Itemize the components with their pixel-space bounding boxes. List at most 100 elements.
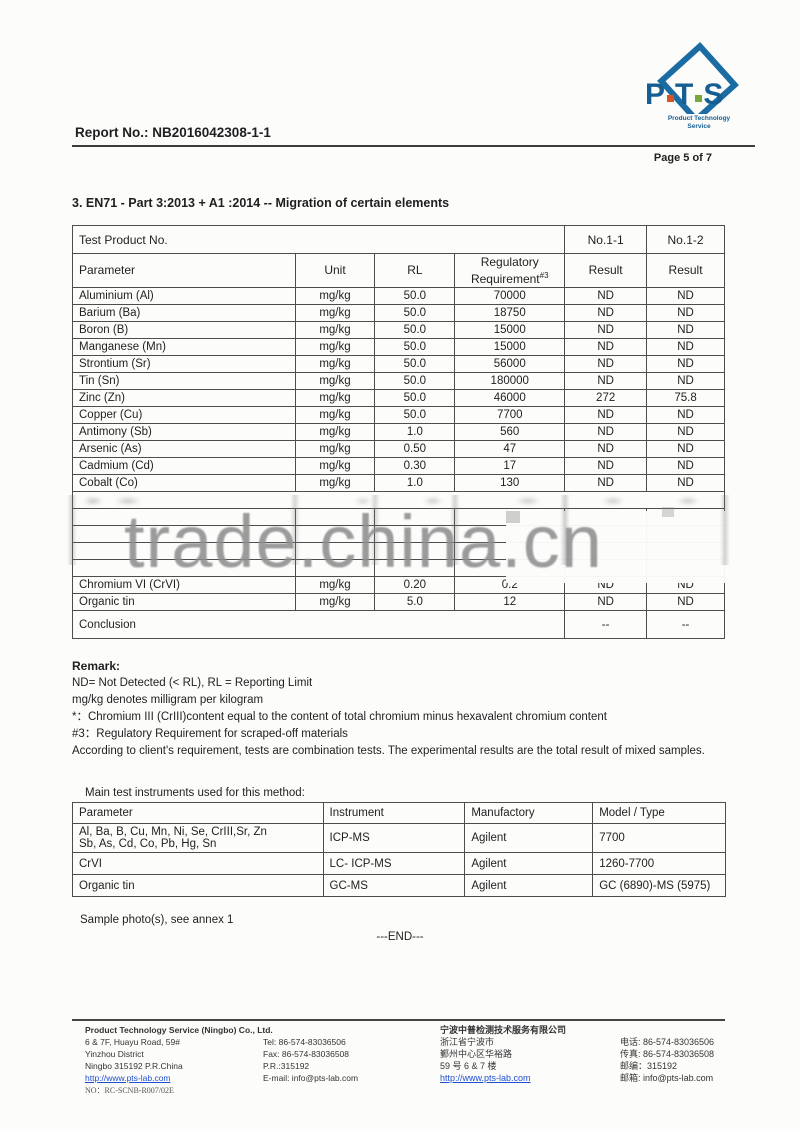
cell-parameter: Aluminium (Al) (72, 287, 296, 305)
table-row: Copper (Cu) mg/kg 50.0 7700 ND ND (72, 406, 725, 424)
table-row: Cobalt (Co) mg/kg 1.0 130 ND ND (72, 474, 725, 492)
cell-instrument: LC- ICP-MS (322, 852, 466, 875)
page-number: Page 5 of 7 (653, 152, 712, 164)
cell-result-2: ND (646, 287, 725, 305)
instruments-intro: Main test instruments used for this meth… (85, 787, 305, 799)
contact-line: 传真: 86-574-83036508 (620, 1049, 715, 1059)
sample-photo-note: Sample photo(s), see annex 1 (80, 914, 234, 926)
logo-letter: S (703, 78, 725, 111)
remark-title: Remark: (72, 659, 121, 673)
cell-rl: 50.0 (374, 321, 456, 339)
cell-result-1: ND (564, 355, 648, 373)
cell-parameter: Zinc (Zn) (72, 389, 296, 407)
cell-parameter: Antimony (Sb) (72, 423, 296, 441)
cell-manufactory: Agilent (464, 874, 594, 897)
cell-result-2: ND (646, 355, 725, 373)
cell-requirement: 70000 (454, 287, 566, 305)
cell-parameter: Strontium (Sr) (72, 355, 296, 373)
product-no-1-2: No.1-2 (646, 225, 725, 254)
cell-parameter: Organic tin (72, 874, 324, 897)
cell-result-1: ND (564, 304, 648, 322)
test-product-label: Test Product No. (71, 225, 566, 254)
conclusion-result-2: -- (646, 610, 725, 639)
table-row: Boron (B) mg/kg 50.0 15000 ND ND (72, 321, 725, 339)
col-header-requirement: Regulatory Requirement#3 (454, 253, 566, 288)
remark-line: ND= Not Detected (< RL), RL = Reporting … (72, 677, 313, 689)
cell-requirement: 180000 (454, 372, 566, 390)
remark-line: *：Chromium III (CrIII)content equal to t… (72, 711, 607, 723)
logo-square-icon (695, 95, 703, 102)
cell-model: GC (6890)-MS (5975) (592, 874, 726, 897)
cell-requirement: 47 (454, 440, 566, 458)
cell-rl: 1.0 (374, 423, 456, 441)
contact-line: P.R.:315192 (263, 1061, 310, 1071)
col-header-parameter: Parameter (72, 802, 324, 824)
col-header-rl: RL (374, 253, 456, 288)
cell-parameter: Tin (Sn) (72, 372, 296, 390)
cell-unit: mg/kg (294, 389, 376, 407)
cell-result-1: ND (564, 338, 648, 356)
cell-result-1: ND (564, 372, 648, 390)
col-header-parameter: Parameter (72, 253, 296, 288)
cell-model: 1260-7700 (592, 852, 726, 875)
website-link[interactable]: http://www.pts-lab.com (85, 1073, 171, 1083)
conclusion-label: Conclusion (71, 610, 566, 639)
cell-result-1: ND (564, 593, 648, 611)
address-line: 浙江省宁波市 (440, 1037, 495, 1047)
logo-square-icon (667, 95, 675, 102)
cell-requirement: 15000 (454, 321, 566, 339)
cell-manufactory: Agilent (464, 823, 594, 853)
table-row: Organic tin GC-MS Agilent GC (6890)-MS (… (72, 874, 726, 897)
remark-line: mg/kg denotes milligram per kilogram (72, 694, 264, 706)
conclusion-row: Conclusion -- -- (71, 610, 725, 639)
cell-rl: 50.0 (374, 355, 456, 373)
cell-rl: 50.0 (374, 406, 456, 424)
contact-line: Fax: 86-574-83036508 (263, 1049, 350, 1059)
cell-parameter: CrVI (72, 852, 324, 875)
table-row: CrVI LC- ICP-MS Agilent 1260-7700 (72, 852, 726, 875)
contact-line: E-mail: info@pts-lab.com (263, 1073, 359, 1083)
col-header-instrument: Instrument (322, 802, 466, 824)
contact-line: 邮编：315192 (620, 1061, 678, 1071)
test-product-row: Test Product No. No.1-1 No.1-2 (71, 225, 725, 254)
logo-subtext: Product Technology Service (655, 114, 743, 132)
cell-result-1: ND (564, 406, 648, 424)
cell-result-1: ND (564, 440, 648, 458)
cell-requirement: 15000 (454, 338, 566, 356)
cell-rl: 1.0 (374, 474, 456, 492)
cell-requirement: 56000 (454, 355, 566, 373)
col-header-result-2: Result (646, 253, 725, 288)
cell-parameter: Manganese (Mn) (72, 338, 296, 356)
column-header-row: Parameter Unit RL Regulatory Requirement… (72, 253, 725, 288)
table-row: Aluminium (Al) mg/kg 50.0 70000 ND ND (72, 287, 725, 305)
cell-result-2: ND (646, 457, 725, 475)
cell-requirement: 130 (454, 474, 566, 492)
cell-requirement: 12 (454, 593, 566, 611)
cell-unit: mg/kg (294, 440, 376, 458)
footer-contact-en: Tel: 86-574-83036506 Fax: 86-574-8303650… (263, 1036, 413, 1084)
cell-instrument: ICP-MS (322, 823, 466, 853)
remark-line: According to client's requirement, tests… (72, 745, 705, 757)
cell-unit: mg/kg (294, 338, 376, 356)
product-no-1-1: No.1-1 (564, 225, 648, 254)
cell-rl: 0.50 (374, 440, 456, 458)
cell-rl: 0.30 (374, 457, 456, 475)
cell-result-1: ND (564, 474, 648, 492)
company-name-en: Product Technology Service (Ningbo) Co.,… (85, 1025, 273, 1035)
website-link[interactable]: http://www.pts-lab.com (440, 1073, 531, 1083)
header-divider (72, 145, 755, 147)
logo-letter: T (675, 78, 695, 111)
cell-requirement: 7700 (454, 406, 566, 424)
cell-result-2: ND (646, 406, 725, 424)
col-header-result-1: Result (564, 253, 648, 288)
contact-line: 邮箱: info@pts-lab.com (620, 1073, 714, 1083)
cell-requirement: 560 (454, 423, 566, 441)
cell-requirement: 18750 (454, 304, 566, 322)
address-line: 59 号 6 & 7 楼 (440, 1061, 497, 1071)
contact-line: 电话: 86-574-83036506 (620, 1037, 715, 1047)
cell-unit: mg/kg (294, 406, 376, 424)
table-row: Cadmium (Cd) mg/kg 0.30 17 ND ND (72, 457, 725, 475)
